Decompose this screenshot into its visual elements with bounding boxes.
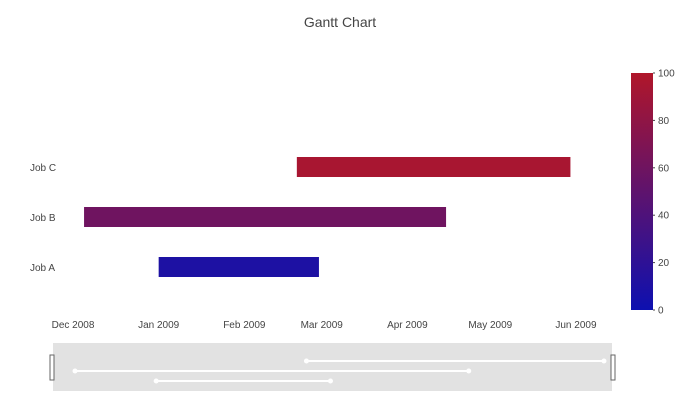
slider-task-start-dot [153, 378, 159, 384]
colorbar-tick-label: 40 [658, 211, 670, 222]
colorbar-tick-label: 100 [658, 69, 675, 80]
range-slider-background[interactable] [53, 343, 612, 391]
x-tick-label: Jun 2009 [555, 320, 597, 331]
range-slider[interactable] [49, 343, 616, 391]
x-tick-label: May 2009 [468, 320, 512, 331]
colorbar-tick-label: 20 [658, 258, 670, 269]
slider-task-end-dot [601, 358, 607, 364]
x-tick-label: Feb 2009 [223, 320, 266, 331]
slider-task-end-dot [466, 368, 472, 374]
colorbar-tick-label: 60 [658, 163, 670, 174]
colorbar-ticks: 0 20 40 60 80 100 [653, 69, 675, 317]
bars-layer [84, 157, 571, 277]
colorbar: 0 20 40 60 80 100 [631, 69, 675, 317]
x-tick-label: Dec 2008 [52, 320, 95, 331]
colorbar-gradient [631, 73, 653, 310]
colorbar-tick-label: 80 [658, 116, 670, 127]
task-bar[interactable] [158, 257, 319, 277]
x-axis-ticks: Dec 2008 Jan 2009 Feb 2009 Mar 2009 Apr 2009… [52, 320, 597, 331]
x-tick-label: Mar 2009 [301, 320, 344, 331]
x-tick-label: Jan 2009 [138, 320, 180, 331]
y-tick-label: Job B [30, 213, 56, 224]
task-bar[interactable] [84, 207, 447, 227]
colorbar-tick-label: 0 [658, 306, 664, 317]
range-slider-left-handle[interactable] [49, 354, 55, 381]
y-tick-label: Job C [30, 163, 56, 174]
chart-title: Gantt Chart [304, 14, 376, 30]
slider-task-start-dot [303, 358, 309, 364]
slider-task-end-dot [327, 378, 333, 384]
task-bar[interactable] [296, 157, 571, 177]
x-tick-label: Apr 2009 [387, 320, 428, 331]
range-slider-preview [72, 358, 607, 384]
slider-task-start-dot [72, 368, 78, 374]
y-tick-label: Job A [30, 263, 55, 274]
y-axis-labels: Job A Job B Job C [30, 163, 56, 274]
range-slider-right-handle[interactable] [610, 354, 616, 381]
